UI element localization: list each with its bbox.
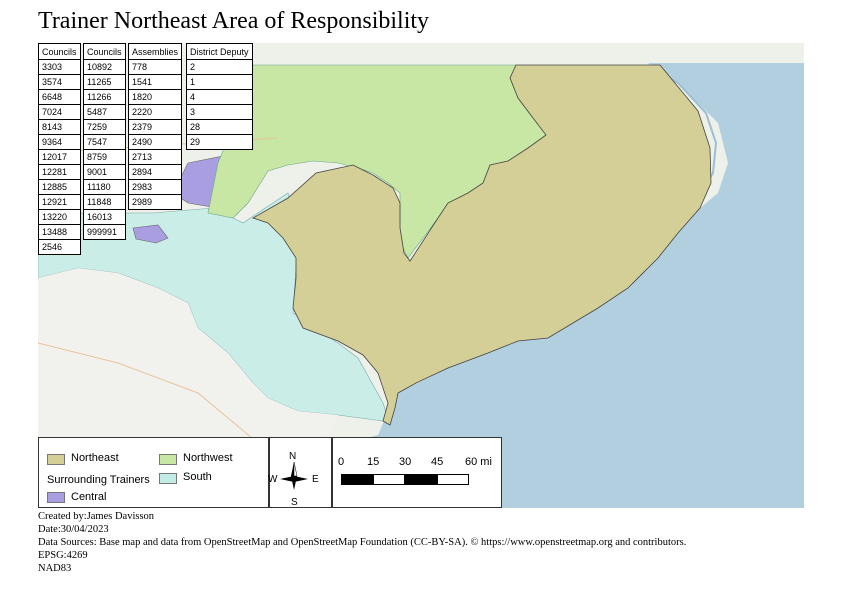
assemblies-table: Assemblies 778 1541 1820 2220 2379 2490 … [127, 43, 183, 210]
table-cell: 11265 [83, 74, 126, 90]
table-cell: 2 [186, 59, 253, 75]
map-frame[interactable] [38, 43, 804, 508]
map-credits: Created by:James Davisson Date:30/04/202… [38, 510, 686, 575]
data-sources: Data Sources: Base map and data from Ope… [38, 537, 687, 548]
table-cell: 11848 [83, 194, 126, 210]
scale-tick-30: 30 [399, 456, 412, 468]
table-header: Councils [38, 43, 81, 60]
table-cell: 13488 [38, 224, 81, 240]
datum: NAD83 [38, 563, 72, 574]
table-cell: 5487 [83, 104, 126, 120]
compass-s: S [291, 497, 298, 508]
map-title: Trainer Northeast Area of Responsibility [38, 8, 430, 34]
map-legend: Northeast Northwest Surrounding Trainers… [38, 437, 269, 508]
legend-south-label: South [183, 471, 212, 483]
scale-segment [341, 474, 373, 485]
scale-bar: 0 15 30 45 60 mi [332, 437, 502, 508]
table-cell: 12017 [38, 149, 81, 165]
region-northeast [252, 64, 712, 426]
table-header: District Deputy [186, 43, 253, 60]
table-cell: 1820 [127, 89, 183, 105]
table-header: Assemblies [127, 43, 183, 60]
epsg-code: EPSG:4269 [38, 550, 88, 561]
table-cell: 2220 [127, 104, 183, 120]
table-cell: 8759 [83, 149, 126, 165]
legend-central-label: Central [71, 491, 107, 503]
table-cell: 11180 [83, 179, 126, 195]
table-cell: 7024 [38, 104, 81, 120]
table-cell: 13220 [38, 209, 81, 225]
swatch-northwest [159, 454, 177, 465]
compass-n: N [289, 451, 297, 462]
table-cell: 16013 [83, 209, 126, 225]
table-cell: 1541 [127, 74, 183, 90]
table-cell: 1 [186, 74, 253, 90]
table-cell: 9001 [83, 164, 126, 180]
councils-table-1: Councils 3303 3574 6648 7024 8143 9364 1… [38, 43, 81, 255]
table-cell: 29 [186, 134, 253, 150]
table-cell: 28 [186, 119, 253, 135]
table-cell: 2983 [127, 179, 183, 195]
scale-segment [373, 474, 405, 485]
scale-tick-15: 15 [367, 456, 380, 468]
table-cell: 999991 [83, 224, 126, 240]
swatch-northeast [47, 454, 65, 465]
table-cell: 7547 [83, 134, 126, 150]
table-cell: 12921 [38, 194, 81, 210]
table-cell: 3303 [38, 59, 81, 75]
table-header: Councils [83, 43, 126, 60]
table-cell: 9364 [38, 134, 81, 150]
ocean [288, 63, 804, 508]
scale-tick-45: 45 [431, 456, 444, 468]
table-cell: 2546 [38, 239, 81, 255]
scale-tick-60: 60 mi [465, 456, 492, 468]
table-cell: 3574 [38, 74, 81, 90]
table-cell: 7259 [83, 119, 126, 135]
legend-northwest-label: Northwest [183, 452, 233, 464]
table-cell: 2713 [127, 149, 183, 165]
table-cell: 2490 [127, 134, 183, 150]
table-cell: 12281 [38, 164, 81, 180]
compass-w: W [268, 474, 278, 485]
compass-rose-icon [280, 461, 308, 490]
table-cell: 2894 [127, 164, 183, 180]
table-cell: 8143 [38, 119, 81, 135]
district-deputy-table: District Deputy 2 1 4 3 28 29 [186, 43, 253, 150]
table-cell: 12885 [38, 179, 81, 195]
table-cell: 2379 [127, 119, 183, 135]
scale-segment [405, 474, 437, 485]
table-cell: 778 [127, 59, 183, 75]
scale-tick-0: 0 [338, 456, 345, 468]
table-cell: 4 [186, 89, 253, 105]
created-by: Created by:James Davisson [38, 511, 155, 522]
table-cell: 6648 [38, 89, 81, 105]
map-date: Date:30/04/2023 [38, 524, 109, 535]
councils-table-2: Councils 10892 11265 11266 5487 7259 754… [83, 43, 126, 240]
scale-segment [437, 474, 469, 485]
table-cell: 10892 [83, 59, 126, 75]
table-cell: 3 [186, 104, 253, 120]
table-cell: 11266 [83, 89, 126, 105]
north-arrow: N S E W [268, 437, 332, 508]
map-canvas[interactable] [38, 43, 804, 508]
swatch-south [159, 473, 177, 484]
swatch-central [47, 492, 65, 503]
compass-e: E [312, 474, 319, 485]
legend-northeast-label: Northeast [71, 452, 119, 464]
legend-surrounding-heading: Surrounding Trainers [47, 474, 150, 486]
table-cell: 2989 [127, 194, 183, 210]
region-central-2 [132, 224, 169, 244]
